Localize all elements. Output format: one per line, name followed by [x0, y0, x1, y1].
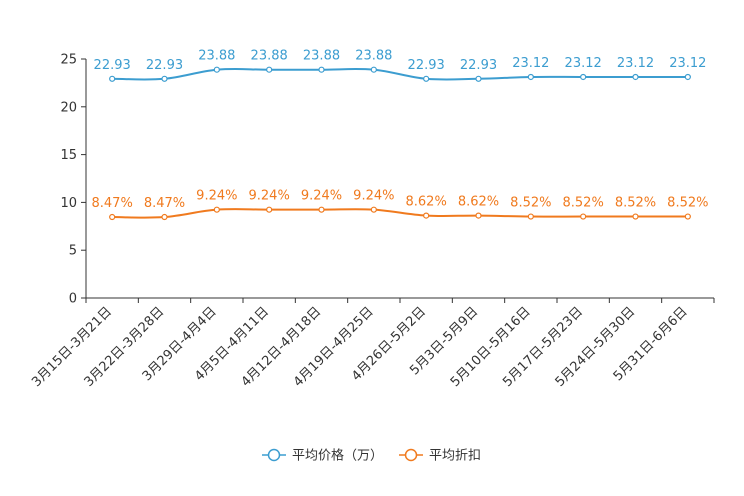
data-label: 22.93 — [146, 58, 183, 73]
data-point[interactable] — [423, 212, 430, 219]
legend-label: 平均折扣 — [429, 449, 481, 464]
data-point[interactable] — [475, 75, 482, 82]
data-point[interactable] — [684, 213, 691, 220]
data-label: 8.47% — [92, 196, 133, 211]
data-label: 8.62% — [458, 195, 499, 210]
data-label: 8.52% — [615, 196, 656, 211]
data-label: 23.12 — [669, 56, 706, 71]
data-label: 9.24% — [249, 189, 290, 204]
data-label: 23.88 — [303, 49, 340, 64]
data-label: 23.12 — [617, 56, 654, 71]
legend-marker-icon — [404, 448, 418, 462]
data-label: 9.24% — [301, 189, 342, 204]
data-point[interactable] — [527, 73, 534, 81]
y-axis: 0 5 10 15 20 25 — [60, 53, 87, 307]
data-point[interactable] — [318, 206, 325, 213]
data-point[interactable] — [266, 66, 273, 73]
data-point[interactable] — [684, 73, 691, 81]
data-point[interactable] — [266, 206, 273, 213]
data-label: 22.93 — [94, 58, 131, 73]
data-point[interactable] — [213, 66, 220, 73]
data-point[interactable] — [580, 213, 587, 220]
y-tick-label: 15 — [60, 148, 77, 163]
y-tick-label: 5 — [69, 244, 77, 259]
data-label: 8.52% — [563, 196, 604, 211]
data-point[interactable] — [632, 73, 639, 81]
data-label: 8.52% — [667, 196, 708, 211]
series-1: 22.93 22.93 23.88 23.88 23.88 23.88 22.93 22.93… — [94, 49, 706, 82]
data-point[interactable] — [370, 206, 377, 213]
data-label: 8.52% — [510, 196, 551, 211]
data-label: 9.24% — [353, 189, 394, 204]
data-point[interactable] — [475, 212, 482, 219]
data-label: 8.62% — [406, 195, 447, 210]
y-tick-label: 20 — [60, 100, 77, 115]
data-point[interactable] — [161, 213, 168, 221]
data-label: 9.24% — [196, 189, 237, 204]
y-tick-label: 25 — [60, 53, 77, 68]
data-label: 23.88 — [251, 49, 288, 64]
data-label: 23.88 — [355, 49, 392, 64]
data-label: 22.93 — [408, 58, 445, 73]
data-label: 8.47% — [144, 196, 185, 211]
legend-marker-icon — [267, 448, 281, 462]
y-tick-label: 10 — [60, 196, 77, 211]
legend-label: 平均价格（万） — [292, 448, 383, 464]
data-point[interactable] — [109, 213, 116, 221]
series-layer: 22.93 22.93 23.88 23.88 23.88 23.88 22.93 22.93… — [92, 49, 708, 221]
data-point[interactable] — [370, 66, 377, 73]
data-point[interactable] — [161, 75, 168, 82]
data-label: 22.93 — [460, 58, 497, 73]
data-point[interactable] — [109, 75, 116, 82]
legend-item-2[interactable]: 平均折扣 — [399, 449, 481, 464]
x-axis-ticks: 3月15日-3月21日3月22日-3月28日3月29日-4月4日4月5日-4月1… — [29, 298, 715, 390]
series-line — [112, 67, 688, 81]
x-axis: 3月15日-3月21日3月22日-3月28日3月29日-4月4日4月5日-4月1… — [29, 297, 715, 390]
data-label: 23.88 — [198, 49, 235, 64]
data-point[interactable] — [580, 73, 587, 81]
legend-item-1[interactable]: 平均价格（万） — [262, 448, 383, 464]
data-point[interactable] — [423, 75, 430, 82]
data-point[interactable] — [527, 213, 534, 220]
data-label: 23.12 — [512, 56, 549, 71]
data-point[interactable] — [632, 213, 639, 220]
y-axis-ticks: 0 5 10 15 20 25 — [60, 53, 86, 307]
legend: 平均价格（万） 平均折扣 — [262, 448, 481, 464]
series-2: 8.47% 8.47% 9.24% 9.24% 9.24% 9.24% 8.62% 8.62%… — [92, 189, 708, 221]
series-line — [112, 208, 688, 219]
y-tick-label: 0 — [69, 292, 77, 307]
data-label: 23.12 — [565, 56, 602, 71]
data-point[interactable] — [213, 206, 220, 213]
data-point[interactable] — [318, 66, 325, 73]
